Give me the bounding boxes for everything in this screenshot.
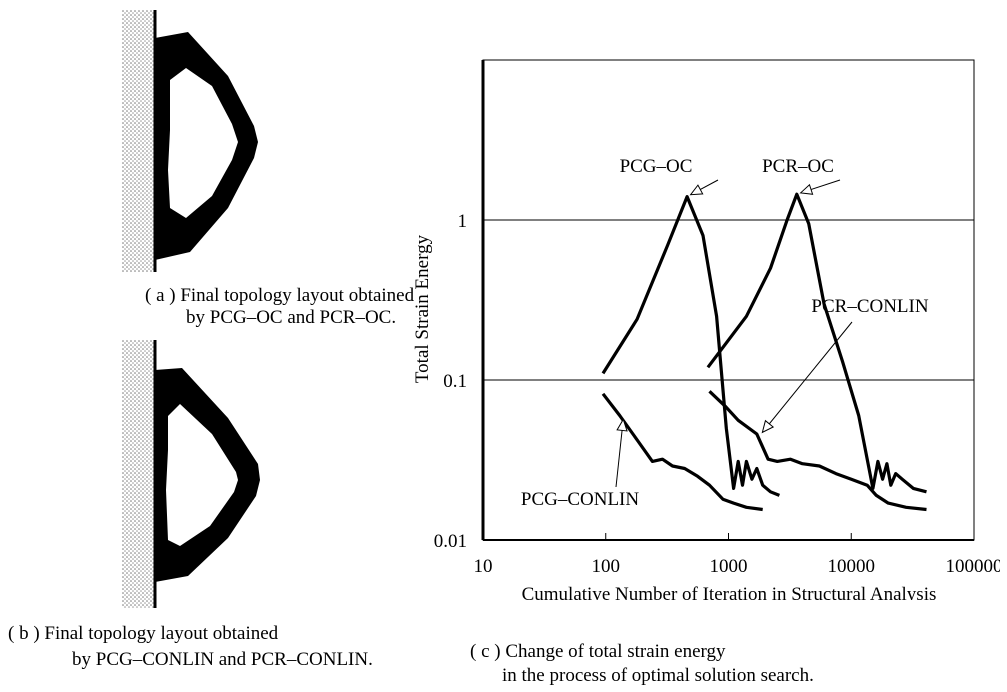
series-line [601,392,763,512]
caption-b-line2: by PCG–CONLIN and PCR–CONLIN. [72,649,373,670]
x-axis-label: Cumulative Number of Iteration in Struct… [522,584,937,600]
x-tick-label: 1000 [710,556,748,577]
chart-grid [483,219,974,381]
caption-c-line2: in the process of optimal solution searc… [502,665,814,686]
caption-b-line1: ( b ) Final topology layout obtained [8,623,279,644]
annotation-label: PCR–OC [762,156,834,177]
x-tick-label: 100000 [946,556,1001,577]
y-tick-label: 0.01 [434,531,467,552]
x-tick-label: 10000 [828,556,876,577]
series-line [708,390,927,512]
topology-layout-a [122,10,258,272]
annotation-arrowhead [761,419,775,434]
chart-annotations: PCG–OC PCR–OC PCR–CONLIN PCG–CONLIN [521,156,929,510]
caption-c-line1: ( c ) Change of total strain energy [470,641,726,662]
caption-a-line2: by PCG–OC and PCR–OC. [186,307,397,328]
topology-shape [155,32,258,260]
annotation-arrow [761,321,853,433]
strain-energy-chart: 0.01 0.1 1 10 100 1000 10000 100000 PCG–OC PCR–O… [412,59,1001,600]
chart-series [601,192,927,512]
annotation-arrowhead [689,184,704,196]
annotation-label: PCG–CONLIN [521,489,640,510]
series-line [601,195,780,497]
y-axis-label: Total Strain Energy [412,234,433,383]
series-line [706,192,927,494]
annotation-arrowhead [799,183,814,195]
annotation-label: PCG–OC [620,156,693,177]
topology-layout-b [122,340,260,608]
x-tick-label: 100 [592,556,621,577]
caption-a-line1: ( a ) Final topology layout obtained [145,285,415,306]
x-tick-label: 10 [474,556,493,577]
fixed-wall-hatch [122,340,154,608]
y-tick-label: 1 [458,211,468,232]
fixed-wall-hatch [122,10,154,272]
chart-axes: 0.01 0.1 1 10 100 1000 10000 100000 [434,59,1001,577]
topology-shape [155,368,260,582]
y-tick-label: 0.1 [443,371,467,392]
annotation-label: PCR–CONLIN [811,296,928,317]
annotation-arrowhead [616,418,628,432]
